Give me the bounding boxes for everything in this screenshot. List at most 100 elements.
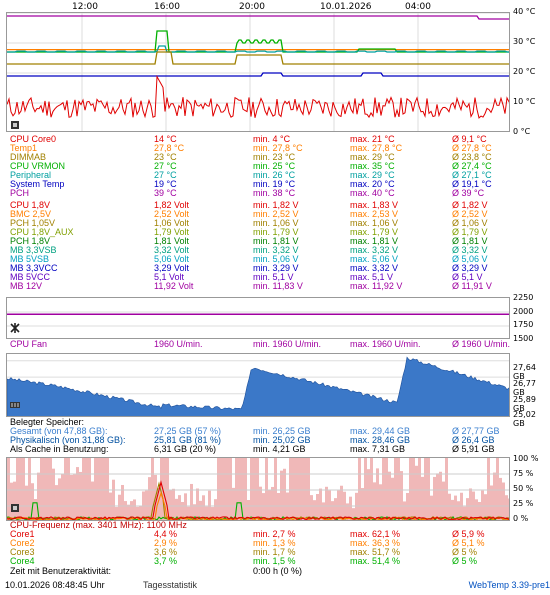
volt-row-max: max. 5,06 V xyxy=(350,254,399,264)
idle-bar xyxy=(130,501,133,520)
volt-row-cur: 1,82 Volt xyxy=(154,200,190,210)
temp-row-min: min. 38 °C xyxy=(253,188,296,198)
idle-bar xyxy=(400,471,403,520)
idle-bar xyxy=(484,494,487,520)
idle-bar xyxy=(367,469,370,520)
cpu-row-avg: Ø 5,1 % xyxy=(452,538,485,548)
idle-bar xyxy=(166,458,169,520)
temp-row-cur: 14 °C xyxy=(154,134,177,144)
idle-bar xyxy=(370,458,373,520)
cpu-tick: 50 % xyxy=(513,484,534,493)
volt-row-max: max. 1,83 V xyxy=(350,200,399,210)
idle-bar xyxy=(226,458,229,520)
cpu-tick: 25 % xyxy=(513,499,534,508)
temp-row-name: Temp1 xyxy=(10,143,38,153)
idle-bar xyxy=(391,477,394,520)
idle-bar xyxy=(430,495,433,520)
idle-bar xyxy=(280,470,283,520)
idle-bar xyxy=(64,458,67,520)
memory-plot xyxy=(7,356,509,416)
temp-tick: 40 °C xyxy=(513,7,536,16)
idle-bar xyxy=(271,486,274,520)
idle-bar xyxy=(202,495,205,520)
idle-bar xyxy=(28,458,31,520)
cpu-row-max: max. 51,7 % xyxy=(350,547,401,557)
idle-bar xyxy=(355,492,358,520)
volt-row-max: max. 5,1 V xyxy=(350,272,394,282)
idle-bar xyxy=(19,458,22,520)
system-line xyxy=(7,72,509,77)
idle-bar xyxy=(151,458,154,520)
temp-row-avg: Ø 27,1 °C xyxy=(452,170,492,180)
mem-tick: 25,02 GB xyxy=(513,410,536,428)
cpu-tick: 0 % xyxy=(513,514,529,523)
volt-row-cur: 2,52 Volt xyxy=(154,209,190,219)
volt-row-max: max. 2,53 V xyxy=(350,209,399,219)
idle-bar xyxy=(490,485,493,520)
volt-row-cur: 1,06 Volt xyxy=(154,218,190,228)
idle-bar xyxy=(418,458,421,520)
idle-bar xyxy=(253,458,256,520)
idle-bar xyxy=(442,481,445,520)
dimm-line xyxy=(7,51,509,65)
idle-bar xyxy=(412,458,415,520)
idle-bar xyxy=(439,471,442,520)
volt-row-min: min. 5,06 V xyxy=(253,254,299,264)
fan-tick: 2250 xyxy=(513,293,534,302)
cpu-row-cur: 4,4 % xyxy=(154,529,178,539)
temp-row-cur: 27,8 °C xyxy=(154,143,185,153)
idle-bar xyxy=(106,458,109,520)
version-link[interactable]: WebTemp 3.39-pre1 xyxy=(468,580,550,590)
idle-bar xyxy=(115,507,118,520)
fan-chart xyxy=(6,297,510,339)
fan-plot xyxy=(7,311,509,327)
volt-row-min: min. 1,81 V xyxy=(253,236,299,246)
cpu-row-name: Core2 xyxy=(10,538,35,548)
core0-line xyxy=(7,74,509,119)
idle-bar xyxy=(247,500,250,520)
temp-row-name: System Temp xyxy=(10,179,65,189)
idle-bar xyxy=(133,499,136,520)
cpu-frequency: CPU-Frequenz (max. 3401 MHz): 1100 MHz xyxy=(10,520,187,530)
mem-row-max: max. 29,44 GB xyxy=(350,426,411,436)
temp-row-cur: 27 °C xyxy=(154,170,177,180)
idle-bar xyxy=(319,488,322,520)
idle-bar xyxy=(109,492,112,520)
idle-bar xyxy=(328,490,331,520)
volt-row-cur: 5,1 Volt xyxy=(154,272,185,282)
idle-bar xyxy=(274,458,277,520)
cpu-table: CPU-Frequenz (max. 3401 MHz): 1100 MHz Z… xyxy=(0,521,550,577)
volt-row-avg: Ø 5,1 V xyxy=(452,272,483,282)
idle-bar xyxy=(508,498,509,520)
idle-bar xyxy=(100,458,103,520)
volt-row-min: min. 3,32 V xyxy=(253,245,299,255)
volt-row-min: min. 11,83 V xyxy=(253,281,303,291)
idle-bar xyxy=(22,458,25,520)
memory-area xyxy=(7,356,509,416)
idle-bar xyxy=(190,483,193,520)
idle-bar xyxy=(85,458,88,520)
cpu-row-avg: Ø 5 % xyxy=(452,556,478,566)
temperature-plot xyxy=(7,13,509,131)
idle-bar xyxy=(199,500,202,520)
time-axis: 12:00 16:00 20:00 10.01.2026 04:00 xyxy=(0,2,550,12)
idle-bar xyxy=(259,486,262,520)
idle-bar xyxy=(232,487,235,520)
temp-row-avg: Ø 27,4 °C xyxy=(452,161,492,171)
idle-bar xyxy=(307,458,310,520)
idle-bar xyxy=(409,458,412,520)
temp-row-min: min. 27,8 °C xyxy=(253,143,303,153)
temp-tick: 20 °C xyxy=(513,67,536,76)
cpu-row-name: Core3 xyxy=(10,547,35,557)
idle-bar xyxy=(388,471,391,520)
fan-tick: 1750 xyxy=(513,320,534,329)
idle-bar xyxy=(118,494,121,520)
idle-bar xyxy=(97,458,100,520)
fan-row-avg: Ø 1960 U/min. xyxy=(452,339,511,349)
idle-bar xyxy=(16,458,19,520)
memory-icon xyxy=(10,400,20,410)
volt-row-min: min. 1,06 V xyxy=(253,218,299,228)
daily-stats-link[interactable]: Tagesstatistik xyxy=(143,580,198,590)
idle-bar xyxy=(316,494,319,520)
volt-row-avg: Ø 5,06 V xyxy=(452,254,488,264)
